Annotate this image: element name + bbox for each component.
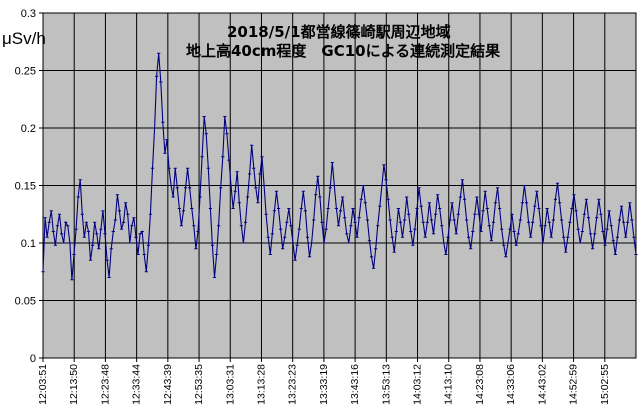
x-tick-label: 14:43:02 xyxy=(536,364,548,405)
y-tick-label: 0 xyxy=(30,353,36,365)
x-tick-label: 12:33:44 xyxy=(131,364,143,405)
x-tick-label: 14:33:06 xyxy=(505,364,517,405)
x-tick-label: 12:43:39 xyxy=(162,364,174,405)
x-tick-label: 12:23:48 xyxy=(99,364,111,405)
chart-title-line-1: 2018/5/1都営線篠崎駅周辺地域 xyxy=(227,23,451,41)
y-tick-label: 0.3 xyxy=(21,8,36,20)
y-tick-label: 0.1 xyxy=(21,238,36,250)
y-tick-label: 0.2 xyxy=(21,123,36,135)
y-tick-label: 0.25 xyxy=(15,66,36,78)
x-tick-label: 13:13:28 xyxy=(255,364,267,405)
x-tick-label: 14:23:08 xyxy=(474,364,486,405)
series-layer xyxy=(41,52,638,281)
x-tick-label: 15:02:55 xyxy=(599,364,611,405)
y-tick-label: 0.15 xyxy=(15,181,36,193)
x-tick-label: 14:03:12 xyxy=(412,364,424,405)
y-axis-ticks: 0 0.05 0.1 0.15 0.2 0.25 0.3 xyxy=(15,8,43,365)
chart-title-line-2: 地上高40cm程度 GC10による連続測定結果 xyxy=(186,42,501,60)
x-tick-label: 13:53:13 xyxy=(380,364,392,405)
x-tick-label: 12:03:51 xyxy=(37,364,49,405)
y-tick-label: 0.05 xyxy=(15,296,36,308)
y-axis-label: μSv/h xyxy=(2,29,46,48)
x-axis-ticks: 12:03:51 12:13:50 12:23:48 12:33:44 12:43:39… xyxy=(37,358,611,405)
x-tick-label: 12:13:50 xyxy=(68,364,80,405)
x-tick-label: 13:23:23 xyxy=(287,364,299,405)
x-tick-label: 14:52:59 xyxy=(568,364,580,405)
x-tick-label: 13:03:31 xyxy=(224,364,236,405)
x-tick-label: 13:43:16 xyxy=(349,364,361,405)
x-tick-label: 13:33:19 xyxy=(318,364,330,405)
x-tick-label: 12:53:35 xyxy=(193,364,205,405)
grid-lines xyxy=(43,13,636,358)
x-tick-label: 14:13:10 xyxy=(443,364,455,405)
